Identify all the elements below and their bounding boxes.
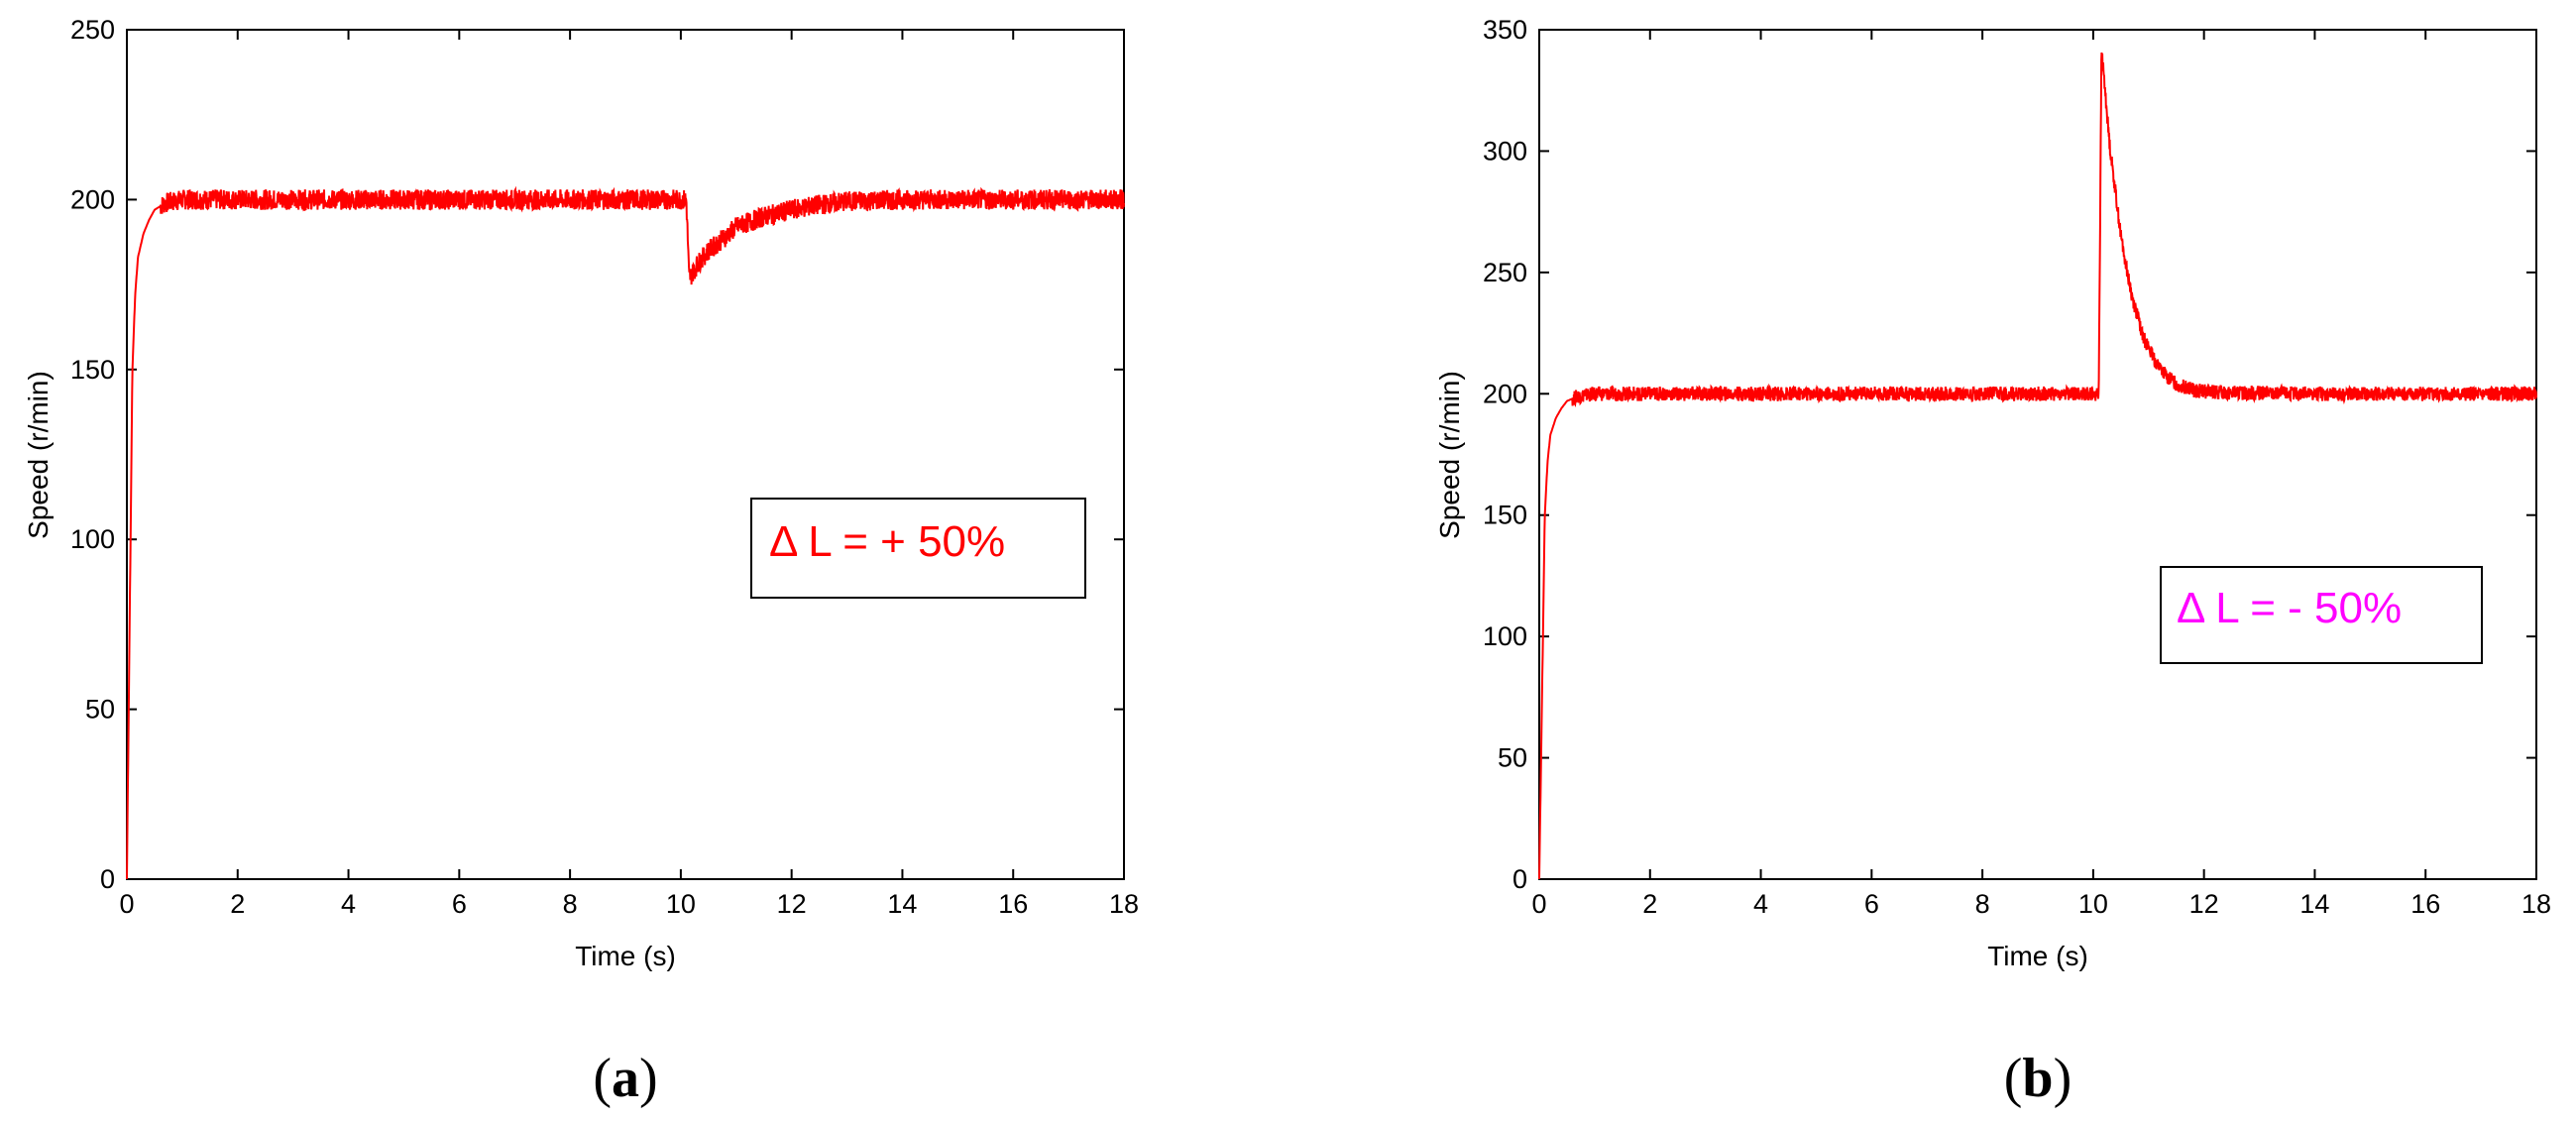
plot-area-b (1538, 29, 2537, 880)
x-tick-label-a: 10 (666, 889, 696, 919)
x-tick-label-b: 12 (2189, 889, 2219, 919)
series-a (126, 185, 1125, 880)
y-tick-label-b: 100 (1483, 621, 1527, 651)
y-tick-label-a: 0 (100, 864, 115, 894)
x-tick-label-b: 4 (1753, 889, 1768, 919)
caption-paren-close-a: ) (639, 1048, 658, 1109)
panel-caption-b: (b) (2004, 1048, 2072, 1109)
y-axis-label-b: Speed (r/min) (1434, 371, 1465, 539)
caption-paren-close-b: ) (2054, 1048, 2072, 1109)
x-tick-label-a: 0 (119, 889, 134, 919)
x-tick-label-a: 6 (452, 889, 467, 919)
x-tick-label-b: 8 (1975, 889, 1990, 919)
y-tick-label-a: 200 (70, 184, 115, 214)
x-tick-label-a: 16 (998, 889, 1028, 919)
tick-labels-b: 0 2 4 6 8 10 12 14 16 18 0 50 100 150 200 250 300 350 (1483, 15, 2551, 919)
x-axis-label-a: Time (s) (575, 941, 676, 971)
x-tick-label-b: 0 (1531, 889, 1546, 919)
x-tick-label-a: 12 (777, 889, 807, 919)
y-axis-label-a: Speed (r/min) (23, 371, 54, 539)
y-tick-label-a: 250 (70, 15, 115, 45)
y-tick-label-b: 200 (1483, 379, 1527, 408)
series-line-b (1538, 52, 2537, 880)
y-tick-label-b: 0 (1512, 864, 1527, 894)
series-b (1538, 52, 2537, 880)
x-tick-label-a: 18 (1109, 889, 1139, 919)
y-tick-label-b: 300 (1483, 136, 1527, 166)
x-tick-label-a: 4 (341, 889, 356, 919)
svg-text:(a): (a) (593, 1048, 657, 1109)
x-axis-label-b: Time (s) (1987, 941, 2088, 971)
y-tick-label-b: 50 (1498, 743, 1527, 773)
y-tick-label-a: 50 (85, 695, 115, 725)
caption-paren-open-b: ( (2004, 1048, 2023, 1109)
x-tick-label-a: 8 (563, 889, 578, 919)
x-tick-label-b: 16 (2410, 889, 2440, 919)
x-tick-label-b: 2 (1642, 889, 1657, 919)
caption-letter-a: a (612, 1048, 639, 1109)
caption-paren-open-a: ( (593, 1048, 612, 1109)
y-tick-label-b: 250 (1483, 258, 1527, 287)
axis-ticks-a (126, 29, 1125, 880)
annotation-box-a: Δ L = + 50% (750, 498, 1086, 599)
x-tick-label-b: 10 (2078, 889, 2108, 919)
axis-ticks-b (1538, 29, 2537, 880)
x-tick-label-a: 2 (230, 889, 245, 919)
x-tick-label-b: 6 (1864, 889, 1879, 919)
svg-text:(b): (b) (2004, 1048, 2072, 1109)
annotation-text-b: Δ L = - 50% (2177, 584, 2402, 632)
y-tick-label-b: 350 (1483, 15, 1527, 45)
plot-area-a (126, 29, 1125, 880)
x-tick-label-b: 14 (2299, 889, 2329, 919)
chart-panel-b: 0 2 4 6 8 10 12 14 16 18 0 50 100 150 200 250 300 350 Tim… (1434, 15, 2551, 1109)
y-tick-label-a: 100 (70, 524, 115, 554)
annotation-box-b: Δ L = - 50% (2160, 566, 2483, 664)
y-tick-label-b: 150 (1483, 501, 1527, 530)
x-tick-label-b: 18 (2521, 889, 2551, 919)
y-tick-label-a: 150 (70, 355, 115, 385)
series-line-a (126, 185, 1125, 880)
x-tick-label-a: 14 (887, 889, 917, 919)
caption-letter-b: b (2022, 1048, 2053, 1109)
tick-labels-a: 0 2 4 6 8 10 12 14 16 18 0 50 100 150 200 250 (70, 15, 1139, 919)
annotation-text-a: Δ L = + 50% (769, 517, 1005, 566)
panel-caption-a: (a) (593, 1048, 657, 1109)
